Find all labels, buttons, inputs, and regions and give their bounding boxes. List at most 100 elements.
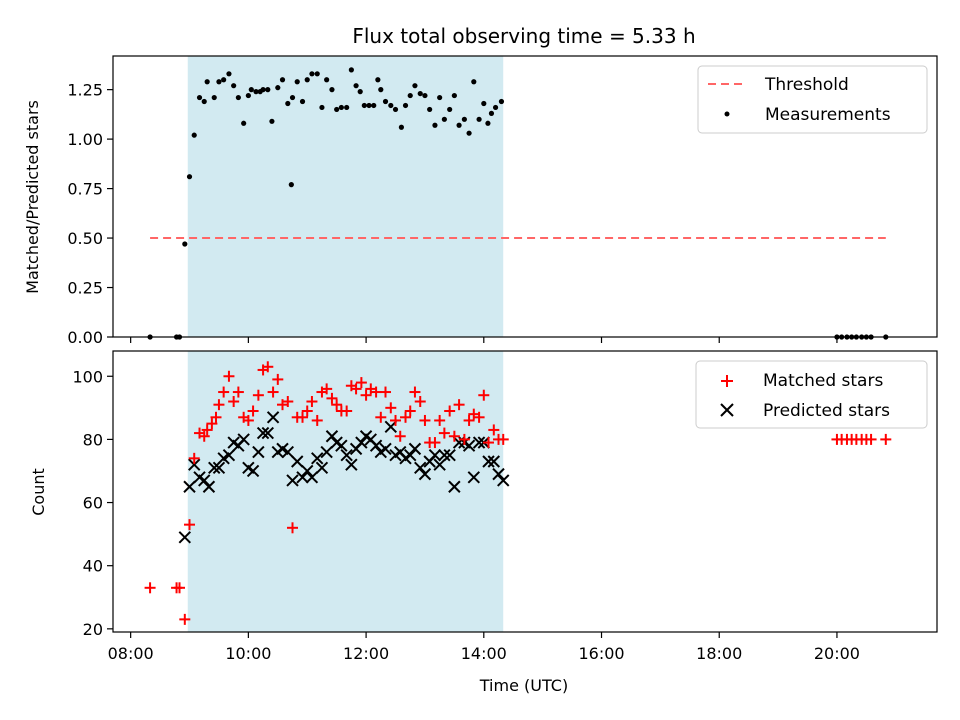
matched-star-point-44: [375, 411, 387, 423]
count-legend: Matched stars Predicted stars: [695, 360, 928, 429]
measurement-point-70: [492, 104, 499, 111]
measurement-point-16: [245, 92, 251, 99]
measurement-point-51: [402, 102, 409, 109]
predicted-star-point-58: [462, 439, 476, 452]
measurement-point-40: [353, 83, 359, 89]
legend-predicted-swatch: [720, 403, 734, 417]
predicted-star-point-54: [443, 448, 456, 462]
predicted-star-point-47: [408, 442, 422, 456]
measurement-point-6: [196, 94, 203, 101]
predicted-star-point-33: [340, 448, 353, 462]
predicted-star-point-23: [291, 455, 304, 468]
ratio-y-ticks: 0.00 0.25 0.50 0.75 1.00 1.25: [67, 81, 113, 347]
predicted-star-point-30: [325, 430, 339, 443]
matched-star-point-0: [144, 582, 156, 594]
matched-star-point-18: [247, 405, 259, 417]
measurement-point-58: [437, 94, 443, 101]
measurement-point-5: [191, 132, 197, 138]
predicted-star-point-59: [467, 471, 481, 484]
matched-star-point-40: [355, 377, 367, 389]
matched-star-point-22: [267, 386, 279, 398]
matched-star-point-2: [174, 582, 186, 594]
predicted-star-point-1: [183, 480, 196, 493]
ratio-y-tick-label-3: 0.75: [67, 180, 103, 199]
predicted-star-point-18: [266, 411, 280, 424]
figure-title: Flux total observing time = 5.33 h: [352, 24, 695, 48]
predicted-star-point-4: [198, 474, 211, 487]
measurement-point-34: [324, 77, 330, 83]
measurement-point-62: [456, 122, 462, 128]
x-tick-label-3: 14:00: [461, 644, 507, 663]
predicted-star-point-22: [286, 474, 299, 487]
measurement-point-43: [366, 102, 372, 109]
predicted-star-point-6: [208, 461, 221, 475]
matched-star-point-12: [218, 386, 230, 398]
x-tick-label-0: 08:00: [108, 644, 154, 663]
measurement-point-31: [309, 71, 315, 77]
matched-star-point-46: [385, 402, 397, 414]
x-tick-label-1: 10:00: [225, 644, 271, 663]
matched-star-point-49: [400, 411, 412, 423]
x-tick-label-2: 12:00: [343, 644, 389, 663]
predicted-star-point-28: [315, 461, 329, 475]
matched-star-points: [144, 361, 892, 625]
predicted-star-point-60: [472, 436, 486, 449]
ratio-y-tick-label-4: 1.00: [67, 130, 103, 149]
measurement-point-39: [348, 67, 354, 73]
measurement-point-61: [451, 92, 457, 99]
measurement-point-26: [289, 94, 296, 101]
matched-star-point-59: [448, 430, 460, 442]
matched-star-point-21: [262, 361, 274, 373]
matched-star-point-10: [210, 411, 222, 423]
measurement-point-59: [441, 116, 447, 122]
matched-star-point-51: [409, 386, 421, 398]
matched-star-point-13: [223, 370, 235, 382]
measurement-point-22: [269, 118, 275, 124]
measurement-point-27: [288, 182, 294, 188]
measurement-point-55: [422, 92, 428, 99]
measurement-point-29: [299, 98, 306, 105]
matched-star-point-61: [458, 433, 470, 445]
measurement-point-13: [231, 83, 237, 89]
matched-star-point-33: [321, 383, 333, 395]
count-y-ticks: 20 40 60 80 100: [72, 367, 113, 639]
matched-star-point-30: [306, 396, 318, 408]
matched-star-point-41: [360, 389, 372, 401]
measurement-points: [147, 67, 889, 340]
predicted-star-point-32: [335, 439, 348, 452]
matched-star-point-47: [390, 414, 402, 426]
matched-star-point-43: [370, 386, 382, 398]
measurement-point-63: [461, 116, 467, 122]
measurement-point-4: [186, 174, 193, 180]
measurement-point-54: [417, 90, 423, 97]
predicted-star-point-21: [281, 445, 295, 459]
measurement-point-17: [248, 87, 254, 93]
ratio-legend-box: [697, 65, 928, 134]
predicted-star-point-25: [301, 464, 314, 478]
matched-star-point-58: [444, 405, 456, 417]
x-tick-label-5: 18:00: [696, 644, 742, 663]
count-y-tick-label-3: 80: [83, 430, 103, 449]
matched-star-point-67: [488, 424, 500, 436]
measurement-point-12: [226, 71, 232, 77]
count-y-tick-label-2: 60: [83, 494, 103, 513]
predicted-star-point-62: [482, 455, 495, 468]
matched-star-point-19: [252, 389, 264, 401]
matched-star-point-39: [350, 383, 362, 395]
measurement-point-52: [407, 92, 413, 99]
count-y-tick-label-1: 40: [83, 557, 103, 576]
measurement-point-32: [314, 71, 320, 77]
measurement-point-18: [253, 89, 259, 95]
ratio-panel-frame: [112, 55, 938, 338]
predicted-star-point-49: [418, 467, 432, 481]
matched-star-point-48: [394, 430, 406, 442]
matched-star-point-3: [179, 613, 191, 625]
x-tick-label-6: 20:00: [814, 644, 860, 663]
matched-star-point-7: [198, 430, 210, 442]
measurement-point-69: [488, 110, 495, 116]
legend-measurements-swatch: [724, 111, 730, 117]
matched-star-point-50: [404, 405, 416, 417]
measurement-point-23: [275, 85, 281, 91]
matched-star-point-65: [478, 389, 490, 401]
matched-star-point-31: [311, 414, 323, 426]
